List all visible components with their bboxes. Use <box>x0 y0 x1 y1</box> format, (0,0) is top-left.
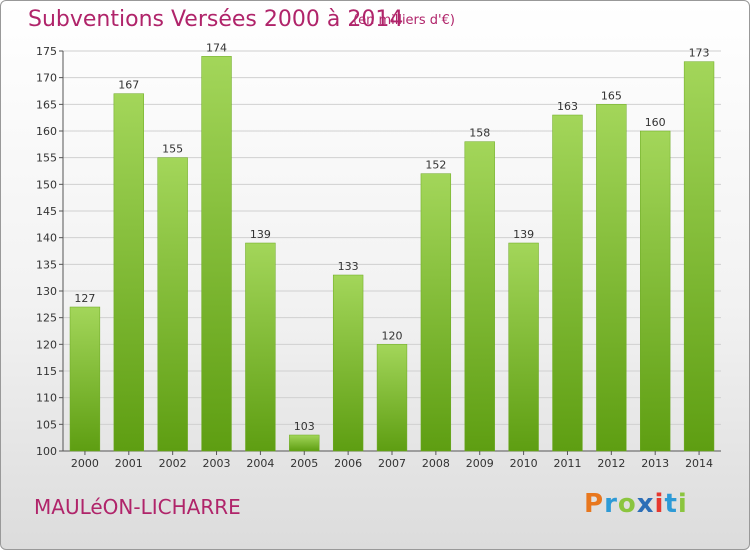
bar-2005 <box>289 434 320 452</box>
value-label-2014: 173 <box>689 47 710 60</box>
logo-letter: i <box>654 489 665 519</box>
value-label-2008: 152 <box>425 159 446 172</box>
value-label-2006: 133 <box>338 260 359 273</box>
chart-subtitle: (en milliers d'€) <box>353 13 455 28</box>
value-label-2012: 165 <box>601 89 622 102</box>
x-tick-label-2000: 2000 <box>71 457 99 470</box>
value-label-2000: 127 <box>74 292 95 305</box>
logo-letter: i <box>677 489 688 519</box>
bar-2000 <box>69 306 101 452</box>
y-tick-label: 160 <box>36 125 57 138</box>
value-label-2007: 120 <box>382 329 403 342</box>
y-tick-label: 105 <box>36 418 57 431</box>
x-tick-labels: 2000 2001 2002 2003 2004 2005 2006 2007 2008 2009… <box>71 451 713 470</box>
logo-letter: o <box>617 489 637 519</box>
y-tick-label: 175 <box>36 45 57 58</box>
x-tick-label-2008: 2008 <box>422 457 450 470</box>
x-tick-label-2005: 2005 <box>290 457 318 470</box>
y-tick-label: 140 <box>36 232 57 245</box>
value-label-2001: 167 <box>118 79 139 92</box>
value-label-2003: 174 <box>206 41 227 54</box>
bar-2001 <box>113 93 144 452</box>
bar-2013 <box>640 130 671 452</box>
value-label-2013: 160 <box>645 116 666 129</box>
y-tick-label: 145 <box>36 205 57 218</box>
commune-name: MAULéON-LICHARRE <box>34 495 241 519</box>
value-label-2004: 139 <box>250 228 271 241</box>
value-labels: 127 167 155 174 139 103 133 120 152 158 139 163 165 1… <box>74 41 709 433</box>
x-tick-label-2013: 2013 <box>641 457 669 470</box>
bar-2012 <box>596 104 627 452</box>
y-tick-label: 110 <box>36 392 57 405</box>
bar-2009 <box>464 141 495 452</box>
x-tick-label-2012: 2012 <box>597 457 625 470</box>
chart-title: Subventions Versées 2000 à 2014 <box>28 7 404 32</box>
x-tick-label-2001: 2001 <box>115 457 143 470</box>
bar-2010 <box>508 242 539 452</box>
x-tick-label-2014: 2014 <box>685 457 713 470</box>
x-tick-label-2002: 2002 <box>159 457 187 470</box>
bar-2014 <box>683 61 715 452</box>
y-tick-labels: 100 105 110 115 120 125 130 135 140 145 150 155 160 1… <box>36 45 57 458</box>
y-tick-label: 125 <box>36 312 57 325</box>
x-tick-label-2010: 2010 <box>510 457 538 470</box>
y-tick-label: 155 <box>36 152 57 165</box>
y-tick-label: 130 <box>36 285 57 298</box>
y-tick-label: 120 <box>36 338 57 351</box>
x-tick-label-2006: 2006 <box>334 457 362 470</box>
value-label-2005: 103 <box>294 420 315 433</box>
bar-2011 <box>552 114 583 452</box>
value-label-2011: 163 <box>557 100 578 113</box>
bars <box>69 56 715 452</box>
bar-2002 <box>157 157 188 452</box>
value-label-2002: 155 <box>162 143 183 156</box>
x-tick-label-2009: 2009 <box>466 457 494 470</box>
y-tick-label: 170 <box>36 72 57 85</box>
y-tick-label: 165 <box>36 98 57 111</box>
x-tick-label-2007: 2007 <box>378 457 406 470</box>
bar-2008 <box>420 173 452 452</box>
x-tick-label-2004: 2004 <box>246 457 274 470</box>
bar-2007 <box>376 344 408 452</box>
x-tick-label-2011: 2011 <box>553 457 581 470</box>
bar-2003 <box>201 56 232 452</box>
logo-letter: P <box>584 489 605 519</box>
logo-letter: r <box>604 489 618 519</box>
bar-2006 <box>332 274 364 452</box>
y-tick-label: 115 <box>36 365 57 378</box>
value-label-2009: 158 <box>469 127 490 140</box>
bar-2004 <box>245 242 276 452</box>
logo-letter: x <box>636 489 655 519</box>
y-tick-label: 100 <box>36 445 57 458</box>
value-label-2010: 139 <box>513 228 534 241</box>
x-tick-label-2003: 2003 <box>203 457 231 470</box>
y-tick-label: 135 <box>36 258 57 271</box>
y-tick-label: 150 <box>36 178 57 191</box>
proxiti-logo: Proxiti <box>584 489 688 519</box>
logo-letter: t <box>664 489 678 519</box>
